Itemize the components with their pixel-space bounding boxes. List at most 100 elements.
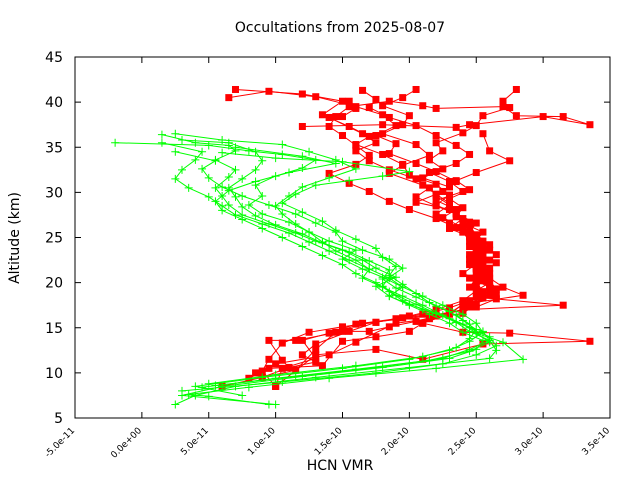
data-point: [432, 215, 440, 223]
data-point: [157, 130, 166, 139]
data-point: [432, 104, 440, 112]
data-point: [458, 328, 467, 337]
data-point: [452, 318, 461, 327]
data-point: [432, 192, 440, 200]
data-point: [298, 229, 307, 238]
x-tick-label: -5.0e-11: [43, 426, 77, 460]
data-point: [278, 199, 287, 208]
data-point: [312, 354, 320, 362]
data-point: [352, 147, 360, 155]
data-point: [278, 140, 287, 149]
data-point: [244, 201, 253, 210]
data-point: [264, 201, 273, 210]
data-point: [265, 355, 273, 363]
data-point: [345, 122, 353, 130]
data-point: [466, 121, 474, 129]
data-point: [264, 400, 273, 409]
data-point: [171, 174, 180, 183]
data-point: [218, 148, 227, 157]
data-point: [372, 333, 380, 341]
data-point: [452, 343, 461, 352]
data-point: [425, 184, 433, 192]
data-point: [466, 228, 474, 236]
data-point: [231, 165, 240, 174]
data-point: [412, 159, 420, 167]
data-point: [486, 246, 494, 254]
data-point: [458, 316, 467, 325]
data-point: [385, 287, 394, 296]
data-point: [318, 238, 327, 247]
data-point: [184, 183, 193, 192]
data-point: [559, 113, 567, 121]
data-point: [352, 141, 360, 149]
data-point: [331, 159, 340, 168]
data-point: [298, 336, 306, 344]
data-point: [345, 103, 353, 111]
data-point: [472, 231, 480, 239]
data-point: [586, 121, 594, 129]
data-point: [198, 164, 207, 173]
data-point: [466, 186, 474, 194]
data-point: [392, 319, 400, 327]
data-point: [225, 94, 233, 102]
data-point: [452, 206, 460, 214]
data-point: [238, 215, 247, 224]
data-point: [378, 282, 387, 291]
data-point: [211, 156, 220, 165]
data-point: [351, 164, 360, 173]
x-tick-label: 2.0e-10: [380, 426, 412, 458]
data-point: [559, 301, 567, 309]
data-point: [385, 197, 393, 205]
data-point: [472, 325, 481, 334]
data-point: [318, 217, 327, 226]
data-point: [479, 112, 487, 120]
data-point: [224, 201, 233, 210]
data-point: [252, 369, 260, 377]
data-point: [399, 314, 407, 322]
data-point: [372, 318, 380, 326]
data-point: [198, 147, 207, 156]
data-point: [446, 183, 453, 191]
data-point: [432, 180, 440, 188]
data-point: [452, 141, 460, 149]
data-point: [351, 361, 360, 370]
data-point: [325, 374, 334, 383]
data-point: [339, 97, 346, 105]
data-point: [352, 160, 360, 168]
data-point: [412, 141, 420, 149]
data-point: [157, 138, 166, 147]
data-point: [459, 300, 467, 308]
data-point: [432, 196, 440, 204]
data-point: [465, 334, 474, 343]
x-tick-label: 1.5e-10: [313, 426, 345, 458]
data-point: [418, 352, 427, 361]
data-point: [365, 256, 374, 265]
data-point: [405, 355, 414, 364]
data-point: [204, 379, 213, 388]
data-point: [412, 175, 420, 183]
data-point: [485, 354, 494, 363]
data-point: [305, 238, 314, 247]
series-line: [175, 133, 525, 405]
data-point: [338, 157, 347, 166]
data-point: [278, 356, 286, 364]
data-point: [312, 345, 320, 353]
data-point: [446, 206, 453, 214]
x-tick-label: 0.0e+00: [109, 426, 144, 461]
data-point: [238, 191, 247, 200]
data-point: [519, 291, 527, 299]
data-point: [312, 340, 320, 348]
data-point: [224, 186, 233, 195]
data-point: [472, 242, 480, 250]
y-tick-label: 5: [54, 411, 63, 427]
data-point: [251, 177, 260, 186]
data-point: [258, 191, 267, 200]
data-point: [378, 253, 387, 262]
data-point: [265, 364, 273, 372]
data-point: [472, 264, 480, 272]
data-point: [445, 314, 454, 323]
data-point: [472, 268, 480, 276]
series-line: [181, 146, 498, 392]
data-point: [398, 280, 407, 289]
data-point: [371, 278, 380, 287]
